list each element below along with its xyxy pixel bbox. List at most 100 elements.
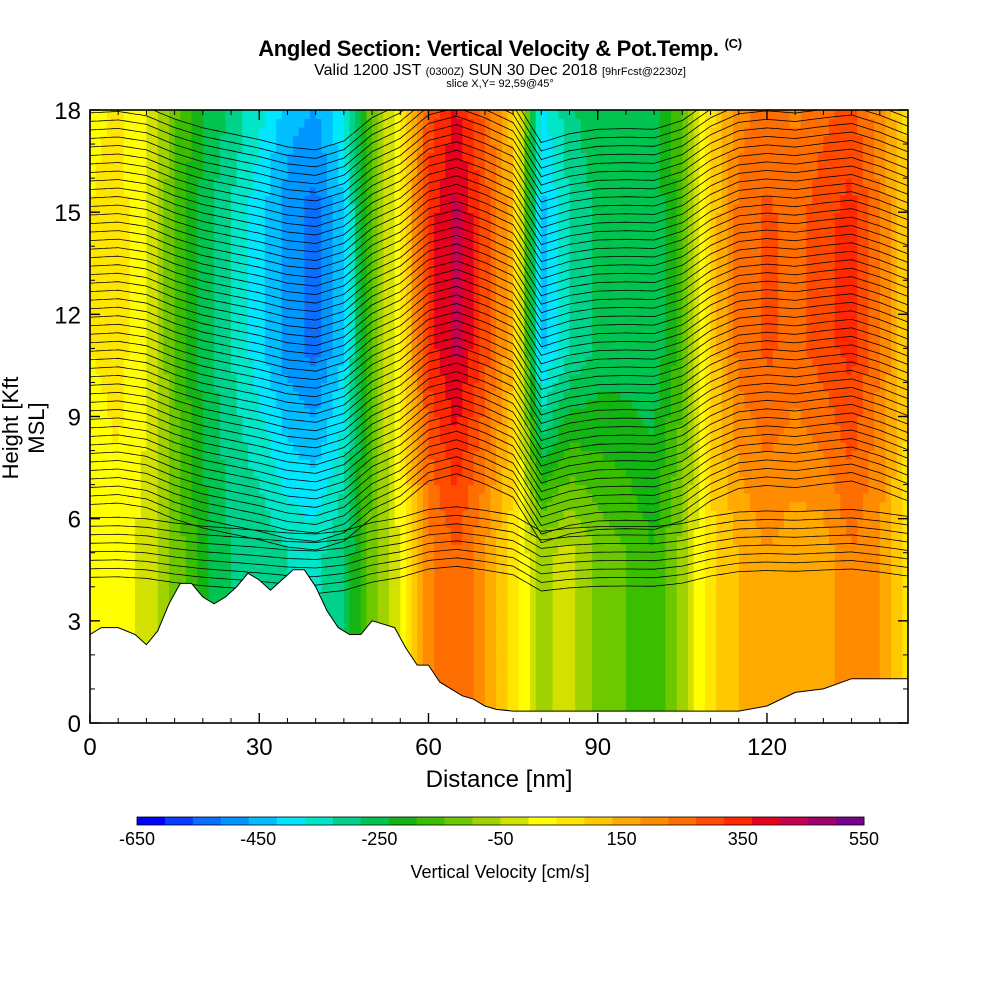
heatmap-cell <box>242 203 249 213</box>
heatmap-cell <box>112 620 119 630</box>
heatmap-cell <box>321 195 328 205</box>
heatmap-cell <box>185 459 193 469</box>
heatmap-cell <box>168 399 176 409</box>
heatmap-cell <box>106 450 114 460</box>
heatmap-cell <box>90 467 97 477</box>
heatmap-cell <box>439 127 447 137</box>
heatmap-cell <box>214 510 221 520</box>
heatmap-cell <box>140 365 148 375</box>
heatmap-cell <box>174 467 181 477</box>
heatmap-cell <box>293 144 300 154</box>
heatmap-cell <box>106 425 114 435</box>
heatmap-cell <box>360 442 368 452</box>
heatmap-cell <box>383 220 390 230</box>
heatmap-cell <box>434 493 441 503</box>
heatmap-cell <box>168 339 176 349</box>
heatmap-cell <box>445 229 452 239</box>
heatmap-cell <box>202 118 210 128</box>
heatmap-cell <box>129 356 136 367</box>
heatmap-cell <box>473 586 480 596</box>
heatmap-cell <box>411 339 418 349</box>
heatmap-cell <box>400 263 407 273</box>
heatmap-cell <box>439 578 447 588</box>
heatmap-cell <box>163 467 170 477</box>
heatmap-cell <box>236 144 243 154</box>
heatmap-cell <box>129 612 136 622</box>
heatmap-cell <box>264 203 272 213</box>
heatmap-cell <box>157 288 164 298</box>
heatmap-cell <box>185 510 193 520</box>
heatmap-cell <box>157 595 164 605</box>
heatmap-cell <box>208 152 215 162</box>
heatmap-cell <box>422 595 430 605</box>
heatmap-cell <box>388 390 396 401</box>
heatmap-cell <box>259 552 266 562</box>
heatmap-cell <box>163 280 170 290</box>
heatmap-cell <box>253 229 260 239</box>
heatmap-cell <box>95 305 102 315</box>
heatmap-cell <box>360 297 368 307</box>
heatmap-cell <box>473 654 480 664</box>
heatmap-cell <box>140 620 148 630</box>
heatmap-cell <box>332 510 339 520</box>
heatmap-cell <box>338 144 345 154</box>
heatmap-cell <box>242 118 249 128</box>
heatmap-cell <box>451 620 458 630</box>
heatmap-cell <box>168 442 176 452</box>
heatmap-cell <box>129 399 136 409</box>
heatmap-cell <box>467 467 475 477</box>
heatmap-cell <box>208 399 215 409</box>
heatmap-cell <box>445 297 452 307</box>
heatmap-cell <box>321 595 328 605</box>
heatmap-cell <box>417 356 424 367</box>
heatmap-cell <box>445 348 452 358</box>
heatmap-cell <box>253 186 260 196</box>
heatmap-cell <box>163 450 170 460</box>
heatmap-cell <box>106 484 114 494</box>
heatmap-cell <box>270 144 277 154</box>
heatmap-cell <box>281 544 289 554</box>
heatmap-cell <box>174 442 181 452</box>
heatmap-cell <box>247 144 255 154</box>
heatmap-cell <box>434 203 441 213</box>
heatmap-cell <box>439 161 447 171</box>
heatmap-cell <box>231 390 238 401</box>
heatmap-cell <box>445 518 452 528</box>
heatmap-cell <box>377 552 384 562</box>
heatmap-cell <box>462 118 469 128</box>
heatmap-cell <box>152 254 159 264</box>
heatmap-cell <box>467 510 475 520</box>
heatmap-cell <box>264 442 272 452</box>
heatmap-cell <box>388 118 396 128</box>
heatmap-cell <box>467 637 475 647</box>
heatmap-cell <box>372 331 379 341</box>
heatmap-cell <box>310 527 317 537</box>
heatmap-cell <box>355 135 362 145</box>
heatmap-cell <box>123 186 131 196</box>
heatmap-cell <box>247 195 255 205</box>
heatmap-cell <box>355 450 362 460</box>
heatmap-cell <box>242 407 249 418</box>
heatmap-cell <box>281 271 289 281</box>
heatmap-cell <box>112 493 119 503</box>
heatmap-cell <box>101 254 108 264</box>
heatmap-cell <box>445 195 452 205</box>
heatmap-cell <box>372 544 379 554</box>
heatmap-cell <box>321 305 328 315</box>
heatmap-cell <box>417 373 424 384</box>
heatmap-cell <box>95 603 102 613</box>
heatmap-cell <box>304 561 311 571</box>
heatmap-cell <box>467 169 475 179</box>
heatmap-cell <box>168 527 176 537</box>
heatmap-cell <box>355 484 362 494</box>
heatmap-cell <box>451 569 458 579</box>
heatmap-cell <box>310 322 317 332</box>
heatmap-cell <box>163 552 170 562</box>
heatmap-cell <box>343 586 351 596</box>
heatmap-cell <box>456 195 463 205</box>
heatmap-cell <box>422 280 430 290</box>
heatmap-cell <box>90 322 97 332</box>
heatmap-cell <box>112 229 119 239</box>
heatmap-cell <box>129 271 136 281</box>
